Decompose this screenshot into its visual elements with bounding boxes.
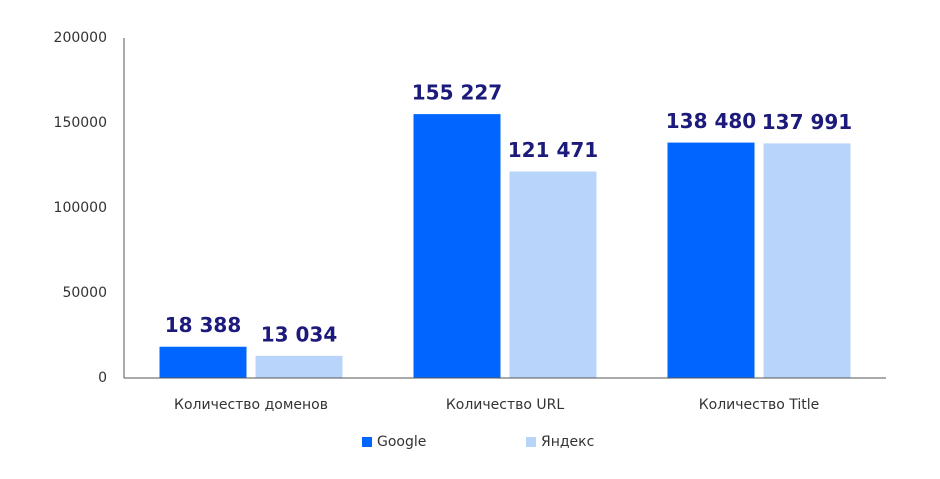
x-tick-label: Количество URL bbox=[446, 397, 565, 413]
bar bbox=[763, 143, 851, 378]
bar bbox=[667, 142, 755, 378]
y-tick-label: 200000 bbox=[54, 30, 107, 46]
x-tick-label: Количество доменов bbox=[174, 397, 328, 413]
y-tick-label: 100000 bbox=[54, 200, 107, 216]
value-label: 18 388 bbox=[165, 313, 242, 337]
value-label: 121 471 bbox=[508, 138, 598, 162]
value-label: 155 227 bbox=[412, 81, 502, 105]
legend-label: Google bbox=[377, 434, 426, 450]
y-tick-label: 150000 bbox=[54, 115, 107, 131]
x-tick-label: Количество Title bbox=[699, 397, 820, 413]
bar bbox=[159, 346, 247, 378]
legend-label: Яндекс bbox=[541, 434, 594, 450]
legend-swatch bbox=[362, 437, 372, 447]
value-label: 137 991 bbox=[762, 110, 852, 134]
bar bbox=[413, 114, 501, 378]
value-label: 138 480 bbox=[666, 109, 756, 133]
legend-swatch bbox=[526, 437, 536, 447]
y-tick-label: 50000 bbox=[62, 285, 107, 301]
y-tick-label: 0 bbox=[98, 370, 107, 386]
bar bbox=[509, 171, 597, 378]
value-label: 13 034 bbox=[261, 322, 338, 346]
bar bbox=[255, 355, 343, 378]
